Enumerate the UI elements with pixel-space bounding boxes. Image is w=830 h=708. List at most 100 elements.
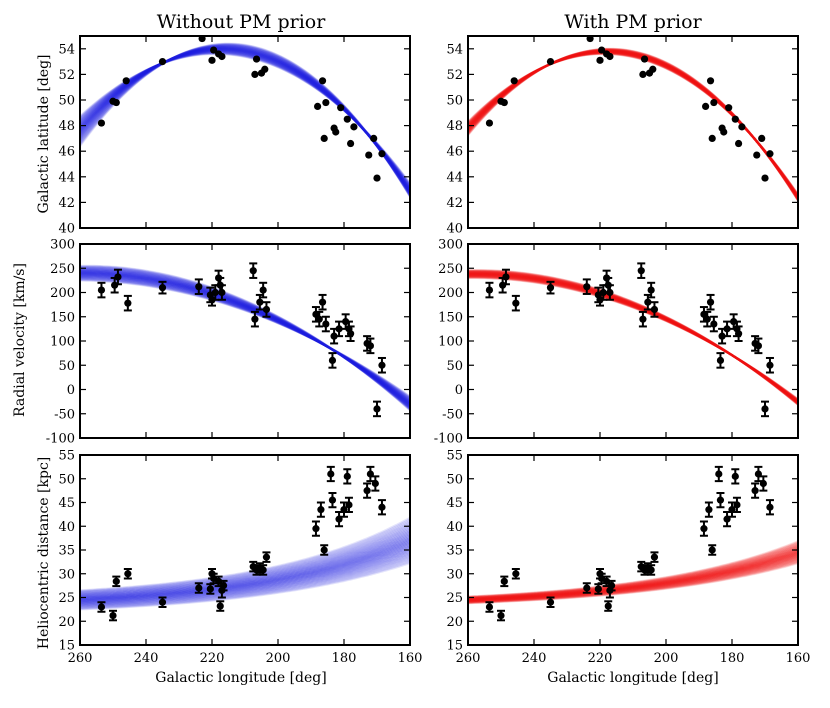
model-curve <box>468 51 798 197</box>
data-point <box>378 361 386 369</box>
data-point <box>710 320 718 328</box>
model-curve <box>468 548 798 601</box>
y-tick-label: 44 <box>58 170 75 185</box>
y-tick-label: 300 <box>50 238 75 253</box>
model-curve <box>468 51 798 197</box>
model-curve <box>80 271 410 406</box>
model-curve <box>80 45 410 195</box>
data-point <box>124 570 132 578</box>
model-curve <box>80 531 410 598</box>
model-curve <box>468 558 798 604</box>
model-curve <box>80 275 410 402</box>
model-curve <box>468 48 798 201</box>
model-curve <box>80 270 410 407</box>
column-title-left: Without PM prior <box>157 11 327 33</box>
model-curve <box>468 50 798 199</box>
data-point <box>766 150 774 158</box>
model-curve <box>80 45 410 195</box>
panel-frame <box>467 454 799 646</box>
data-point <box>256 298 264 306</box>
model-curve <box>80 49 410 190</box>
model-curve <box>468 51 798 197</box>
data-point <box>599 288 607 297</box>
model-curve <box>80 539 410 601</box>
model-curve-bundle <box>468 47 798 202</box>
data-point <box>725 104 733 112</box>
y-tick-label: 250 <box>50 262 75 277</box>
model-curve <box>80 274 410 403</box>
model-curve <box>80 271 410 406</box>
data-point <box>705 506 713 514</box>
model-curve <box>80 265 410 411</box>
data-point <box>594 585 602 593</box>
data-point <box>485 119 494 127</box>
data-point <box>318 298 327 306</box>
data-point <box>195 584 203 592</box>
model-curve <box>80 558 410 609</box>
point-layer <box>97 36 774 622</box>
model-curve <box>468 559 798 604</box>
model-curve <box>468 544 798 599</box>
model-curve <box>468 270 798 406</box>
model-curve <box>80 270 410 406</box>
data-point <box>337 104 345 112</box>
model-curve <box>80 519 410 593</box>
y-tick-label: 35 <box>58 544 75 559</box>
data-point <box>330 332 338 340</box>
data-point <box>485 286 494 294</box>
model-curve <box>80 555 410 608</box>
model-curve <box>80 48 410 191</box>
data-point <box>332 128 340 136</box>
data-point <box>647 286 655 294</box>
model-curve <box>468 274 798 403</box>
model-curve <box>80 266 410 410</box>
data-point <box>366 342 374 350</box>
y-tick-label: 50 <box>58 472 75 487</box>
model-curve <box>468 272 798 404</box>
y-tick-label: 20 <box>58 615 75 630</box>
data-point <box>378 503 386 511</box>
model-curve <box>468 48 798 201</box>
model-curve <box>468 561 798 604</box>
data-point <box>607 582 616 590</box>
data-point <box>702 102 710 110</box>
model-curve <box>80 51 410 187</box>
data-point <box>327 470 335 478</box>
y-tick-label: 45 <box>58 496 75 511</box>
model-curve <box>80 516 410 592</box>
model-curve <box>80 52 410 185</box>
model-curve <box>468 275 798 401</box>
x-tick-label: 260 <box>68 651 93 666</box>
model-curve <box>80 521 410 594</box>
data-point <box>262 305 271 314</box>
data-point <box>485 603 494 611</box>
model-curve <box>468 272 798 404</box>
model-curve <box>468 276 798 401</box>
y-axis-label-latitude: Galactic latitude [deg] <box>36 55 52 214</box>
model-curve <box>468 271 798 404</box>
y-tick-label: 48 <box>446 119 463 134</box>
data-point <box>259 286 267 294</box>
data-point <box>158 284 167 292</box>
data-point-group <box>97 262 386 418</box>
text-layer: Without PM prior With PM prior Galactic … <box>12 11 719 686</box>
model-curve <box>80 278 410 398</box>
data-point <box>320 546 328 554</box>
model-curve <box>468 272 798 404</box>
model-curve <box>80 554 410 607</box>
model-curve <box>80 50 410 189</box>
y-tick-label: 45 <box>446 496 463 511</box>
model-curve <box>80 46 410 194</box>
model-curve <box>80 535 410 599</box>
panel-frame <box>79 35 411 229</box>
data-point-group <box>485 262 774 418</box>
model-curve <box>468 47 798 202</box>
data-point <box>251 315 259 323</box>
model-curve <box>468 51 798 198</box>
data-point <box>109 611 117 620</box>
model-curve <box>468 271 798 405</box>
data-point <box>373 405 381 413</box>
data-point <box>720 128 728 136</box>
model-curve <box>468 48 798 201</box>
data-point <box>347 330 355 338</box>
